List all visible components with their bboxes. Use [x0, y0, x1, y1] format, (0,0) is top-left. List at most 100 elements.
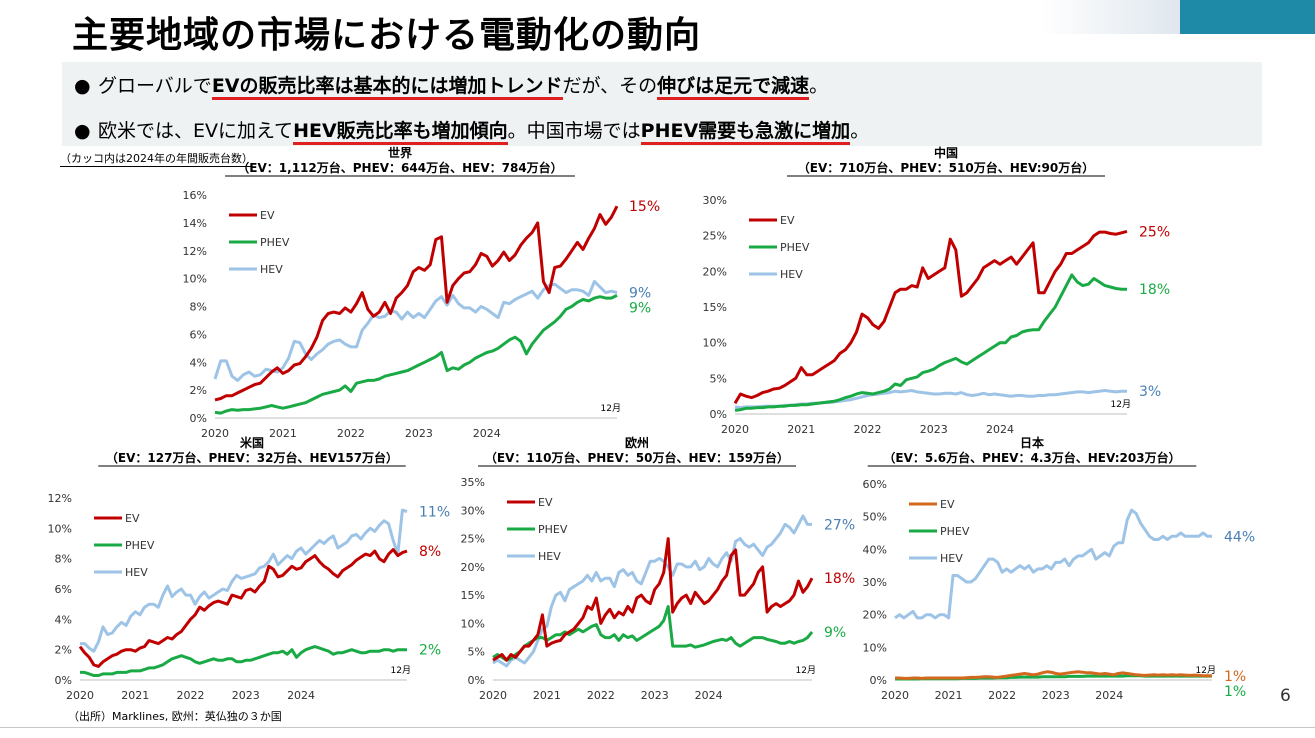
x-tick-label: 2023: [405, 427, 433, 440]
end-label-ev: 18%: [824, 571, 855, 587]
legend-label-ev: EV: [260, 209, 275, 222]
bullet-dot: ●: [74, 120, 91, 142]
y-tick-label: 40%: [863, 543, 887, 556]
y-tick-label: 60%: [863, 478, 887, 491]
end-label-hev: 44%: [1224, 529, 1255, 545]
chart-subtitle: （EV：1,112万台、PHEV：644万台、HEV：784万台）: [237, 160, 562, 175]
end-label-phev: 18%: [1139, 282, 1170, 298]
bullet-2: ● 欧米では、EVに加えてHEV販売比率も増加傾向。中国市場ではPHEV需要も急激…: [74, 116, 870, 145]
y-tick-label: 15%: [703, 301, 727, 314]
chart-title: 世界: [388, 145, 412, 160]
bullet-1-part-5: 。: [809, 75, 829, 97]
y-tick-label: 8%: [55, 553, 72, 566]
y-tick-label: 30%: [863, 576, 887, 589]
legend-label-phev: PHEV: [780, 241, 810, 254]
x-tick-label: 2024: [1095, 689, 1123, 702]
bullet-1: ● グローバルでEVの販売比率は基本的には増加トレンドだが、その伸びは足元で減速。: [74, 71, 829, 100]
chart-title: 中国: [934, 145, 958, 160]
series-line-hev: [80, 508, 408, 653]
series-line-ev: [895, 670, 1212, 680]
x-tick-label: 2020: [66, 689, 94, 702]
end-label-phev: 2%: [419, 643, 441, 659]
x-tick-label: 2022: [854, 423, 882, 436]
y-tick-label: 15%: [461, 589, 485, 602]
x-tick-label: 2020: [721, 423, 749, 436]
y-tick-label: 8%: [190, 301, 207, 314]
bullet-2-part-5: 。: [850, 120, 870, 142]
series-line-hev: [894, 508, 1212, 620]
bullet-1-highlight-2: 伸びは足元で減速: [657, 75, 810, 100]
bullet-2-part-1: 欧米では、EVに加えて: [98, 120, 294, 142]
y-tick-label: 30%: [461, 504, 485, 517]
y-tick-label: 0%: [710, 408, 727, 421]
legend-label-hev: HEV: [538, 550, 561, 563]
legend-label-ev: EV: [125, 512, 140, 525]
x-tick-label: 2021: [935, 689, 963, 702]
y-tick-label: 12%: [48, 492, 72, 505]
last-month-label: 12月: [796, 665, 816, 676]
bullet-1-highlight-1: EVの販売比率は基本的には増加トレンド: [211, 75, 563, 100]
y-tick-label: 10%: [48, 522, 72, 535]
y-tick-label: 2%: [190, 384, 207, 397]
legend-label-hev: HEV: [260, 263, 283, 276]
end-label-ev: 1%: [1224, 669, 1246, 685]
x-tick-label: 2021: [533, 689, 561, 702]
x-tick-label: 2022: [177, 689, 205, 702]
series-line-ev: [733, 229, 1128, 405]
x-tick-label: 2024: [986, 423, 1014, 436]
x-tick-label: 2024: [473, 427, 501, 440]
legend-label-ev: EV: [940, 498, 955, 511]
series-line-ev: [492, 537, 814, 662]
end-label-hev: 9%: [629, 286, 651, 302]
y-tick-label: 4%: [190, 356, 207, 369]
legend-label-phev: PHEV: [260, 236, 290, 249]
chart-subtitle: （EV：110万台、PHEV：50万台、HEV：159万台）: [485, 450, 789, 465]
y-tick-label: 20%: [461, 561, 485, 574]
series-line-phev: [214, 294, 618, 415]
last-month-label: 12月: [1111, 399, 1131, 410]
legend-label-phev: PHEV: [125, 539, 155, 552]
end-label-phev: 9%: [824, 625, 846, 641]
legend-label-ev: EV: [538, 496, 553, 509]
legend-label-ev: EV: [780, 214, 795, 227]
end-label-ev: 8%: [419, 544, 441, 560]
x-tick-label: 2024: [287, 689, 315, 702]
last-month-label: 12月: [601, 403, 621, 414]
end-label-phev: 1%: [1224, 684, 1246, 700]
chart-subtitle: （EV：5.6万台、PHEV：4.3万台、HEV:203万台）: [883, 450, 1180, 465]
header-gradient-decoration: [1040, 0, 1180, 34]
y-tick-label: 6%: [55, 583, 72, 596]
page-title: 主要地域の市場における電動化の動向: [72, 15, 702, 56]
x-tick-label: 2020: [201, 427, 229, 440]
series-line-ev: [78, 548, 408, 668]
source-note: （出所）Marklines, 欧州：英仏独の３か国: [68, 710, 282, 723]
chart-title: 欧州: [625, 435, 649, 450]
legend-label-hev: HEV: [940, 552, 963, 565]
bullet-1-part-1: グローバルで: [98, 75, 212, 97]
y-tick-label: 6%: [190, 328, 207, 341]
y-tick-label: 50%: [863, 511, 887, 524]
end-label-ev: 15%: [629, 199, 660, 215]
bullet-1-part-3: だが、その: [562, 75, 658, 97]
y-tick-label: 30%: [703, 194, 727, 207]
legend-label-hev: HEV: [125, 566, 148, 579]
series-line-ev: [214, 205, 619, 402]
y-tick-label: 0%: [190, 412, 207, 425]
y-tick-label: 35%: [461, 476, 485, 489]
chart-title: 日本: [1020, 435, 1044, 450]
y-tick-label: 20%: [863, 609, 887, 622]
x-tick-label: 2022: [587, 689, 615, 702]
y-tick-label: 16%: [183, 189, 207, 202]
x-tick-label: 2021: [787, 423, 815, 436]
y-tick-label: 4%: [55, 613, 72, 626]
x-tick-label: 2023: [1042, 689, 1070, 702]
x-tick-label: 2023: [641, 689, 669, 702]
series-line-phev: [80, 645, 407, 677]
y-tick-label: 2%: [55, 644, 72, 657]
end-label-hev: 27%: [824, 517, 855, 533]
series-line-hev: [492, 514, 812, 668]
end-label-ev: 25%: [1139, 224, 1170, 240]
